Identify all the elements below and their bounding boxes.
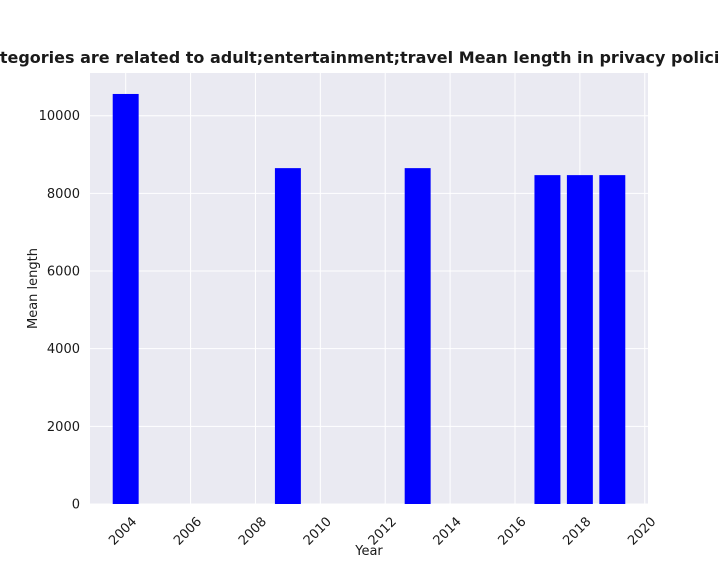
y-tick-label: 0 <box>72 498 80 513</box>
y-axis-label: Mean length <box>26 248 41 329</box>
x-tick-label: 2018 <box>560 515 594 549</box>
bar-2017 <box>534 175 561 505</box>
y-tick-label: 4000 <box>47 342 80 357</box>
y-tick-label: 10000 <box>39 109 80 124</box>
x-tick-label: 2020 <box>625 515 659 549</box>
chart-title: when categories are related to adult;ent… <box>0 48 720 67</box>
bars <box>112 93 626 505</box>
x-tick-label: 2006 <box>171 515 205 549</box>
x-tick-label: 2010 <box>301 515 335 549</box>
x-tick-label: 2004 <box>106 515 140 549</box>
x-tick-label: 2014 <box>431 515 465 549</box>
bar-2013 <box>404 168 431 505</box>
y-tick-label: 2000 <box>47 420 80 435</box>
bar-2018 <box>566 175 593 505</box>
y-tick-label: 8000 <box>47 187 80 202</box>
bar-2009 <box>274 168 301 505</box>
x-tick-label: 2016 <box>496 515 530 549</box>
plot-area <box>90 73 648 504</box>
y-tick-label: 6000 <box>47 265 80 280</box>
y-tick-labels: 0 2000 4000 6000 8000 10000 <box>39 109 80 512</box>
x-tick-label: 2008 <box>236 515 270 549</box>
x-axis-label: Year <box>354 544 383 559</box>
bar-2004 <box>112 93 139 505</box>
bar-2019 <box>599 175 626 505</box>
